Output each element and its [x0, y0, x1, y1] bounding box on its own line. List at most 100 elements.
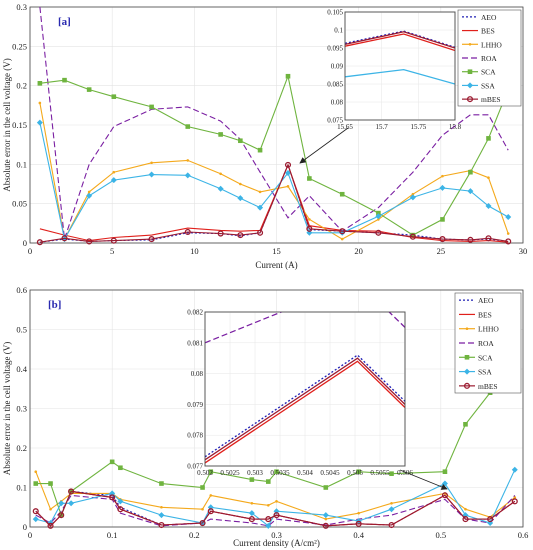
legend-entry-ssa: SSA — [462, 81, 495, 90]
series-lhho-point — [411, 192, 415, 196]
y-tick-label: 0.2 — [16, 81, 27, 91]
series-lhho-point — [239, 182, 242, 186]
series-ssa-point — [265, 522, 272, 529]
series-mbes-point — [110, 237, 117, 244]
y-tick-label: 0 — [23, 522, 27, 532]
y-tick-label: 0.1 — [16, 159, 27, 169]
inset-x-tick-label: 0.506 — [397, 469, 413, 477]
x-tick-label: 0.3 — [271, 530, 282, 540]
legend-entry-lhho: LHHO — [459, 325, 499, 334]
series-lhho-point — [506, 232, 510, 235]
series-mbes-point — [485, 235, 492, 242]
series-ssa-point — [32, 516, 39, 523]
series-roa-line — [35, 494, 516, 527]
series-sca-point — [185, 124, 191, 129]
y-axis-label: Absolute error in the cell voltage (V) — [2, 342, 12, 475]
series-ssa-line — [39, 122, 509, 241]
series-mbes-point — [467, 236, 474, 243]
series-sca-point — [249, 477, 255, 482]
x-tick-label: 0.2 — [189, 530, 200, 540]
series-sca-point — [285, 73, 291, 79]
series-lhho-point — [219, 172, 222, 176]
series-sca-point — [159, 481, 164, 486]
series-sca-point — [62, 77, 67, 83]
series-mbes-point — [237, 232, 244, 239]
series-sca-point — [323, 485, 329, 490]
series-lhho-point — [464, 507, 467, 511]
series-lhho-line — [39, 102, 509, 241]
legend-entry-sca-label: SCA — [481, 68, 496, 77]
inset-x-tick-label: 15.8 — [449, 123, 462, 131]
series-mbes-point — [32, 508, 39, 515]
series-lhho-point — [390, 502, 393, 505]
x-tick-label: 0.4 — [353, 530, 364, 540]
inset-x-tick-label: 0.5055 — [370, 469, 390, 477]
inset-x-tick-label: 15.65 — [337, 123, 353, 131]
series-ssa-point — [217, 185, 224, 192]
chart-panel-a: 0 5 10 15 20 25 30 0 0.05 0.1 0.15 0.2 0.25 0.3 [a] Cur… — [2, 2, 527, 270]
x-tick-label: 15 — [272, 246, 281, 256]
series-ssa-point — [388, 506, 395, 513]
y-tick-label: 0.5 — [16, 325, 27, 335]
y-tick-label: 0 — [23, 238, 27, 248]
legend-entry-mbes-point — [463, 382, 471, 389]
series-ssa-point — [409, 194, 416, 201]
series-mbes-point — [117, 506, 124, 513]
series-ssa-point — [58, 500, 65, 507]
series-ssa-point — [237, 195, 244, 202]
inset-y-tick-label: 0.08 — [191, 370, 204, 378]
series-lhho-point — [150, 161, 153, 165]
x-tick-label: 10 — [190, 246, 199, 256]
legend-entry-ssa-point — [464, 368, 470, 375]
series-lhho-point — [112, 170, 116, 174]
series-ssa-point — [285, 169, 292, 176]
series-sca-point — [274, 469, 279, 474]
legend-entry-ssa-point — [467, 82, 473, 89]
legend-entry-mbes-label: mBES — [481, 95, 501, 104]
series-sca-point — [389, 471, 394, 476]
legend-box — [454, 292, 522, 394]
series-sca-point — [218, 132, 223, 137]
series-lhho-point — [87, 190, 91, 194]
series-lhho-point — [186, 159, 190, 162]
x-tick-label: 0.6 — [518, 530, 529, 540]
legend-entry-lhho-label: LHHO — [478, 325, 499, 334]
series-mbes-point — [355, 520, 362, 527]
series-ssa-point — [248, 510, 255, 517]
series-mbes-point — [339, 228, 346, 235]
x-axis-label: Current density (A/cm²) — [233, 538, 320, 548]
inset-series-ssa — [345, 68, 455, 85]
legend-entry-aeo: AEO — [462, 13, 497, 22]
inset-series-group — [345, 30, 455, 85]
inset-y-tick-label: 0.081 — [187, 339, 203, 347]
x-axis-label: Current (A) — [255, 260, 297, 270]
legend-entry-sca: SCA — [459, 353, 493, 362]
series-lhho-point — [308, 218, 311, 221]
series-sca-point — [339, 191, 345, 197]
series-mbes-point — [409, 233, 416, 240]
series-ssa-point — [511, 466, 518, 473]
inset-series-bes — [345, 33, 455, 52]
legend-entry-bes-label: BES — [478, 310, 492, 319]
legend-entry-lhho-point — [468, 42, 472, 46]
series-ssa — [32, 466, 518, 529]
legend: AEO BES LHHO ROA SCA SSA mBES — [457, 9, 522, 107]
inset-y-tick-label: 0.1 — [334, 27, 343, 35]
series-mbes-point — [47, 522, 54, 529]
series-lhho-point — [441, 174, 444, 178]
series-sca-point — [376, 210, 381, 216]
inset-border — [344, 11, 456, 121]
series-sca-point — [48, 481, 53, 486]
inset-y-tick-label: 0.078 — [187, 432, 203, 440]
series-sca-point — [238, 138, 243, 144]
series-mbes-point — [199, 519, 206, 527]
series-lhho-point — [357, 511, 360, 515]
series-mbes-point — [306, 225, 313, 232]
x-tick-label: 0 — [28, 246, 32, 256]
series-sca-point — [257, 147, 263, 153]
series-ssa-point — [158, 512, 165, 519]
inset-x-tick-label: 0.5045 — [320, 469, 340, 477]
inset-series-mbes — [345, 31, 455, 49]
series-ssa-point — [505, 214, 512, 221]
series-lhho-point — [286, 185, 290, 188]
